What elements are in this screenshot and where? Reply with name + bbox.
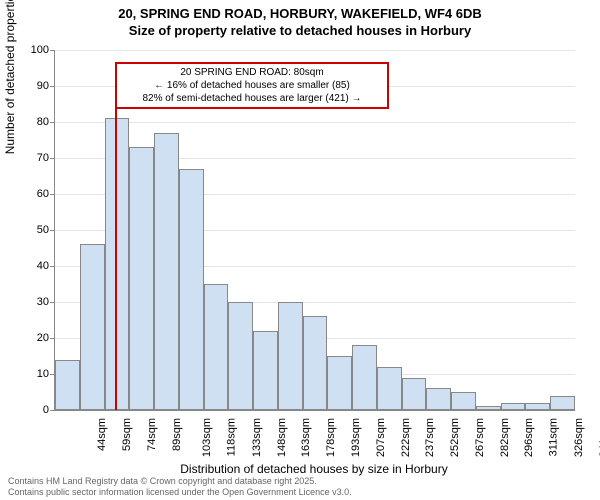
chart-area: 010203040506070809010044sqm59sqm74sqm89s… <box>54 50 574 410</box>
histogram-bar <box>228 302 253 410</box>
y-tick-mark <box>50 302 55 303</box>
annotation-line2: ← 16% of detached houses are smaller (85… <box>123 79 381 92</box>
marker-line <box>115 86 117 410</box>
y-axis-label: Number of detached properties <box>3 0 17 154</box>
histogram-bar <box>179 169 204 410</box>
x-tick-label: 44sqm <box>96 418 108 451</box>
chart-title-line1: 20, SPRING END ROAD, HORBURY, WAKEFIELD,… <box>0 0 600 23</box>
y-tick-mark <box>50 266 55 267</box>
x-tick-label: 133sqm <box>251 418 263 457</box>
histogram-bar <box>55 360 80 410</box>
grid-line <box>55 50 575 51</box>
histogram-bar <box>327 356 352 410</box>
x-tick-label: 282sqm <box>499 418 511 457</box>
x-tick-label: 148sqm <box>276 418 288 457</box>
x-tick-label: 178sqm <box>325 418 337 457</box>
x-tick-label: 89sqm <box>171 418 183 451</box>
y-tick-mark <box>50 410 55 411</box>
y-tick-label: 80 <box>19 116 49 128</box>
x-tick-label: 326sqm <box>573 418 585 457</box>
y-tick-mark <box>50 158 55 159</box>
x-axis-label: Distribution of detached houses by size … <box>54 462 574 476</box>
footer: Contains HM Land Registry data © Crown c… <box>8 476 352 498</box>
histogram-bar <box>426 388 451 410</box>
histogram-bar <box>352 345 377 410</box>
y-tick-label: 100 <box>19 44 49 56</box>
x-tick-label: 252sqm <box>449 418 461 457</box>
histogram-bar <box>501 403 526 410</box>
y-tick-mark <box>50 194 55 195</box>
histogram-bar <box>402 378 427 410</box>
histogram-bar <box>550 396 575 410</box>
histogram-bar <box>253 331 278 410</box>
y-tick-label: 40 <box>19 260 49 272</box>
y-tick-mark <box>50 122 55 123</box>
y-tick-label: 90 <box>19 80 49 92</box>
grid-line <box>55 122 575 123</box>
x-tick-label: 118sqm <box>226 418 238 456</box>
histogram-bar <box>525 403 550 410</box>
x-tick-label: 193sqm <box>350 418 362 457</box>
chart-container: 20, SPRING END ROAD, HORBURY, WAKEFIELD,… <box>0 0 600 500</box>
x-tick-label: 163sqm <box>301 418 313 457</box>
histogram-bar <box>377 367 402 410</box>
x-tick-label: 74sqm <box>146 418 158 451</box>
y-tick-label: 60 <box>19 188 49 200</box>
x-tick-label: 103sqm <box>202 418 214 457</box>
y-tick-mark <box>50 338 55 339</box>
y-tick-mark <box>50 230 55 231</box>
footer-line1: Contains HM Land Registry data © Crown c… <box>8 476 352 487</box>
y-tick-label: 20 <box>19 332 49 344</box>
histogram-bar <box>451 392 476 410</box>
annotation-line1: 20 SPRING END ROAD: 80sqm <box>123 66 381 79</box>
histogram-bar <box>303 316 328 410</box>
annotation-box: 20 SPRING END ROAD: 80sqm← 16% of detach… <box>115 62 389 109</box>
x-tick-label: 59sqm <box>121 418 133 451</box>
y-tick-label: 30 <box>19 296 49 308</box>
histogram-bar <box>476 406 501 410</box>
histogram-bar <box>129 147 154 410</box>
y-tick-mark <box>50 86 55 87</box>
x-tick-label: 267sqm <box>474 418 486 457</box>
x-tick-label: 296sqm <box>523 418 535 457</box>
histogram-bar <box>278 302 303 410</box>
chart-title-line2: Size of property relative to detached ho… <box>0 23 600 38</box>
plot: 010203040506070809010044sqm59sqm74sqm89s… <box>54 50 575 411</box>
y-tick-label: 50 <box>19 224 49 236</box>
y-tick-label: 70 <box>19 152 49 164</box>
y-tick-label: 0 <box>19 404 49 416</box>
x-tick-label: 222sqm <box>400 418 412 457</box>
x-tick-label: 207sqm <box>375 418 387 457</box>
y-tick-mark <box>50 50 55 51</box>
y-tick-label: 10 <box>19 368 49 380</box>
x-tick-label: 311sqm <box>547 418 559 456</box>
histogram-bar <box>80 244 105 410</box>
footer-line2: Contains public sector information licen… <box>8 487 352 498</box>
annotation-line3: 82% of semi-detached houses are larger (… <box>123 92 381 105</box>
x-tick-label: 237sqm <box>424 418 436 457</box>
histogram-bar <box>154 133 179 410</box>
histogram-bar <box>204 284 229 410</box>
